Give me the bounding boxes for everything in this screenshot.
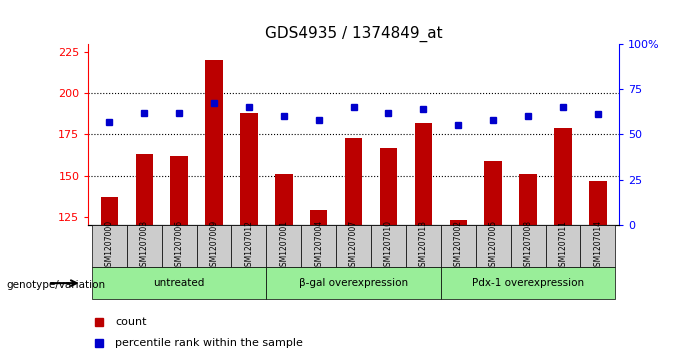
Bar xyxy=(92,267,267,299)
Bar xyxy=(267,225,301,267)
Bar xyxy=(240,113,258,225)
Bar xyxy=(205,60,223,225)
Bar xyxy=(441,225,476,267)
Text: GSM1207006: GSM1207006 xyxy=(175,220,184,272)
Text: Pdx-1 overexpression: Pdx-1 overexpression xyxy=(472,278,584,288)
Bar xyxy=(301,225,336,267)
Text: GSM1207010: GSM1207010 xyxy=(384,220,393,272)
Text: GSM1207009: GSM1207009 xyxy=(209,220,218,272)
Text: GSM1207008: GSM1207008 xyxy=(524,220,532,272)
Text: GSM1207002: GSM1207002 xyxy=(454,220,463,272)
Text: GSM1207011: GSM1207011 xyxy=(558,220,568,272)
Bar xyxy=(310,210,328,225)
Text: genotype/variation: genotype/variation xyxy=(7,280,106,290)
Text: GSM1207004: GSM1207004 xyxy=(314,220,323,272)
Bar xyxy=(275,174,292,225)
Text: β-gal overexpression: β-gal overexpression xyxy=(299,278,408,288)
Bar xyxy=(511,225,545,267)
Bar xyxy=(449,220,467,225)
Bar xyxy=(135,154,153,225)
Bar xyxy=(484,161,502,225)
Text: count: count xyxy=(115,317,146,327)
Bar xyxy=(101,197,118,225)
Bar xyxy=(92,225,126,267)
Text: GSM1207005: GSM1207005 xyxy=(489,220,498,272)
Text: GSM1207007: GSM1207007 xyxy=(349,220,358,272)
Bar xyxy=(197,225,231,267)
Text: GSM1207001: GSM1207001 xyxy=(279,220,288,272)
Bar xyxy=(379,147,397,225)
Text: GSM1207014: GSM1207014 xyxy=(594,220,602,272)
Text: GSM1207000: GSM1207000 xyxy=(105,220,114,272)
Bar xyxy=(581,225,615,267)
Title: GDS4935 / 1374849_at: GDS4935 / 1374849_at xyxy=(265,26,443,42)
Bar xyxy=(171,156,188,225)
Bar xyxy=(345,138,362,225)
Bar xyxy=(231,225,267,267)
Bar xyxy=(126,225,162,267)
Text: GSM1207013: GSM1207013 xyxy=(419,220,428,272)
Bar xyxy=(406,225,441,267)
Bar xyxy=(520,174,537,225)
Bar xyxy=(336,225,371,267)
Bar xyxy=(371,225,406,267)
Text: percentile rank within the sample: percentile rank within the sample xyxy=(115,338,303,347)
Text: GSM1207003: GSM1207003 xyxy=(139,220,149,272)
Bar xyxy=(267,267,441,299)
Text: untreated: untreated xyxy=(154,278,205,288)
Bar xyxy=(589,180,607,225)
Bar xyxy=(476,225,511,267)
Bar xyxy=(162,225,197,267)
Text: GSM1207012: GSM1207012 xyxy=(244,220,254,272)
Bar xyxy=(415,123,432,225)
Bar xyxy=(545,225,581,267)
Bar xyxy=(554,128,572,225)
Bar xyxy=(441,267,615,299)
